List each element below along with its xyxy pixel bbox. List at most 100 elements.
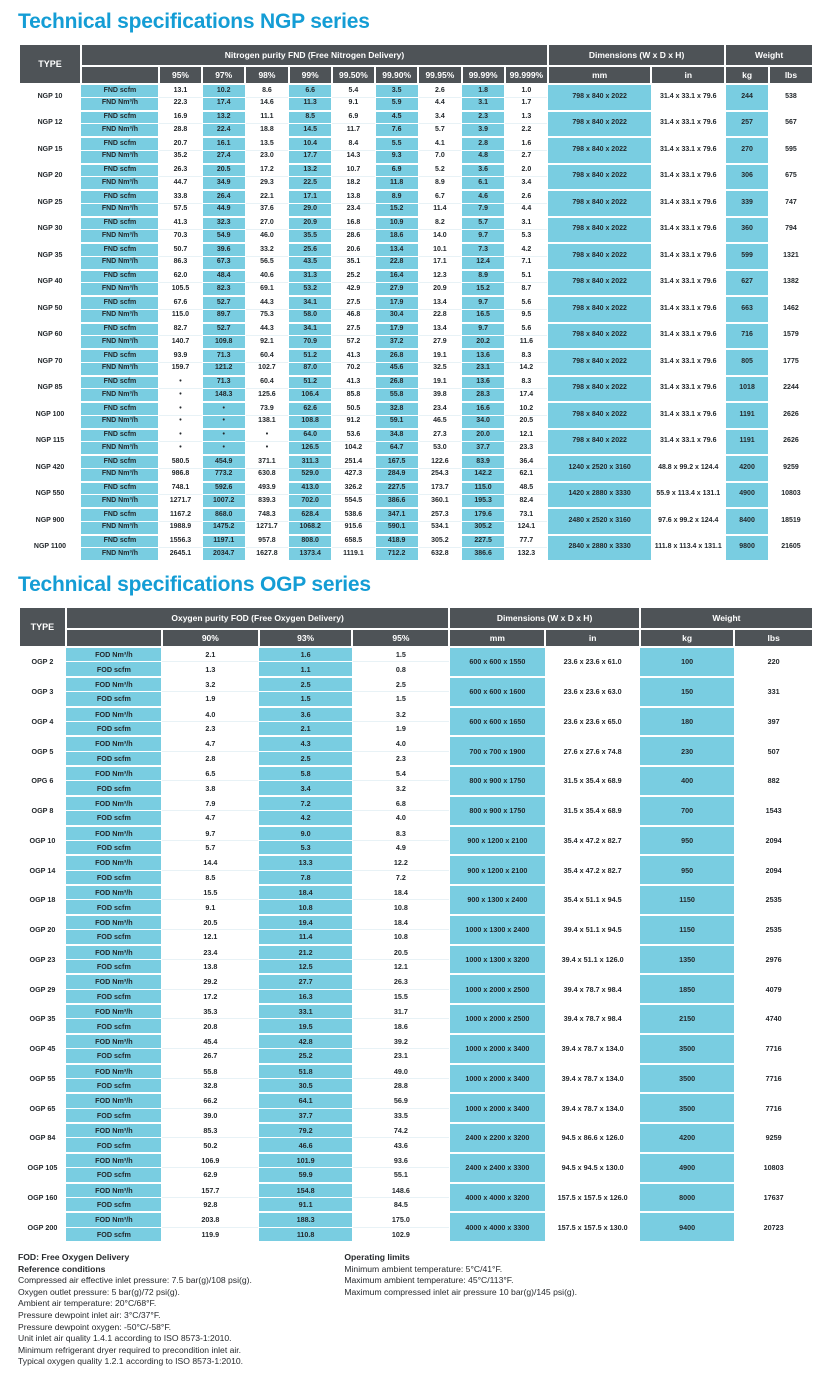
weight-lbs-cell: 747: [768, 189, 814, 217]
purity-value-cell: 1.9: [351, 720, 450, 737]
row-type-label: NGP 12: [18, 109, 82, 137]
dims-mm-cell: 800 x 900 x 1750: [448, 765, 546, 796]
weight-lbs-cell: 2094: [733, 854, 814, 885]
purity-value-cell: 10.4: [288, 135, 333, 151]
dims-mm-cell: 1000 x 2000 x 2500: [448, 973, 546, 1004]
weight-kg-cell: 180: [639, 705, 735, 737]
dims-in-cell: 35.4 x 47.2 x 82.7: [544, 824, 641, 856]
purity-value-cell: 1.0: [504, 82, 549, 98]
unit-label: FND scfm: [80, 506, 160, 522]
unit-label: FOD scfm: [65, 1077, 163, 1094]
weight-kg-cell: 716: [724, 321, 770, 349]
purity-value-cell: 2.1: [161, 646, 260, 662]
purity-value-cell: 7.8: [258, 869, 353, 885]
purity-value-cell: 15.2: [460, 282, 506, 296]
purity-value-cell: 534.1: [417, 520, 463, 535]
purity-value-cell: 592.6: [201, 480, 246, 495]
purity-value-cell: 41.3: [331, 347, 376, 363]
weight-lbs-cell: 2535: [733, 913, 814, 945]
weight-lbs-cell: 331: [733, 675, 814, 707]
unit-label: FND scfm: [80, 533, 160, 548]
purity-value-cell: 9.7: [161, 824, 260, 841]
purity-value-cell: 119.9: [161, 1226, 260, 1241]
purity-value-cell: 227.5: [460, 533, 506, 548]
row-type-label: NGP 85: [18, 374, 82, 402]
purity-value-cell: 22.3: [158, 96, 203, 111]
unit-label: FOD Nm³/h: [65, 1003, 163, 1019]
dims-mm-cell: 798 x 840 x 2022: [547, 83, 652, 111]
weight-kg-cell: 1150: [639, 913, 735, 945]
purity-value-cell: 27.4: [201, 149, 246, 164]
weight-kg-cell: 9800: [724, 533, 770, 560]
purity-value-cell: 43.5: [288, 255, 333, 270]
purity-value-cell: 86.3: [158, 255, 203, 270]
purity-value-cell: 4.6: [460, 188, 506, 204]
purity-value-cell: 37.2: [374, 335, 419, 349]
purity-col-header: 95%: [157, 65, 204, 85]
purity-value-cell: 748.3: [244, 506, 290, 522]
purity-value-cell: 868.0: [201, 506, 246, 522]
weight-lbs-cell: 675: [768, 162, 814, 190]
purity-value-cell: 23.0: [244, 149, 290, 164]
purity-value-cell: 1.7: [504, 96, 549, 111]
row-type-label: NGP 50: [18, 295, 82, 323]
row-type-label: OGP 84: [18, 1122, 67, 1153]
purity-value-cell: 371.1: [244, 453, 290, 469]
row-type-label: NGP 10: [18, 83, 82, 111]
reference-conditions-block: FOD: Free Oxygen Delivery Reference condi…: [18, 1252, 344, 1368]
purity-value-cell: 110.8: [258, 1226, 353, 1241]
purity-value-cell: 44.3: [244, 321, 290, 336]
purity-value-cell: 8.7: [504, 282, 549, 296]
purity-value-cell: 70.3: [158, 229, 203, 243]
purity-value-cell: 26.3: [351, 973, 450, 990]
purity-value-cell: 53.2: [288, 282, 333, 296]
purity-value-cell: 115.0: [460, 480, 506, 495]
purity-value-cell: 85.8: [331, 388, 376, 402]
purity-value-cell: 28.8: [351, 1077, 450, 1094]
unit-label: FOD Nm³/h: [65, 913, 163, 930]
purity-value-cell: 102.9: [351, 1226, 450, 1241]
purity-value-cell: 4.4: [417, 96, 463, 111]
purity-value-cell: 8.2: [417, 215, 463, 230]
purity-value-cell: 7.2: [258, 794, 353, 811]
weight-lbs-cell: 595: [768, 136, 814, 164]
weight-kg-cell: 950: [639, 824, 735, 856]
purity-col-header: 90%: [160, 628, 260, 648]
dims-mm-cell: 2400 x 2200 x 3200: [448, 1122, 546, 1153]
weight-kg-cell: 339: [724, 189, 770, 217]
row-type-label: OGP 160: [18, 1181, 67, 1213]
unit-label: FOD Nm³/h: [65, 943, 163, 960]
dims-mm-cell: 1000 x 1300 x 3200: [448, 943, 546, 975]
purity-value-cell: 46.6: [258, 1137, 353, 1153]
row-type-label: OGP 65: [18, 1092, 67, 1123]
purity-value-cell: 14.4: [161, 854, 260, 871]
dims-col-header: in: [544, 628, 641, 648]
purity-value-cell: 9.1: [331, 96, 376, 111]
purity-value-cell: 60.4: [244, 347, 290, 363]
weight-lbs-cell: 20723: [733, 1211, 814, 1241]
purity-value-cell: 2.8: [460, 135, 506, 151]
purity-value-cell: 915.6: [331, 520, 376, 535]
purity-value-cell: 347.1: [374, 506, 419, 522]
purity-value-cell: 3.6: [460, 162, 506, 177]
purity-value-cell: 20.7: [158, 135, 203, 151]
row-type-label: OGP 2: [18, 646, 67, 677]
purity-value-cell: 311.3: [288, 453, 333, 469]
purity-value-cell: •: [201, 414, 246, 429]
purity-value-cell: 35.2: [158, 149, 203, 164]
purity-value-cell: 3.2: [351, 705, 450, 722]
purity-value-cell: 54.9: [201, 229, 246, 243]
purity-value-cell: 66.2: [161, 1092, 260, 1109]
unit-label: FND Nm³/h: [80, 361, 160, 376]
purity-value-cell: 20.8: [161, 1018, 260, 1034]
purity-value-cell: 32.3: [201, 215, 246, 230]
purity-value-cell: 9.7: [460, 294, 506, 310]
unit-label: FND scfm: [80, 400, 160, 416]
purity-value-cell: 43.6: [351, 1137, 450, 1153]
purity-value-cell: 1.1: [258, 661, 353, 677]
purity-value-cell: 305.2: [460, 520, 506, 535]
row-type-label: NGP 15: [18, 136, 82, 164]
unit-label: FOD Nm³/h: [65, 1092, 163, 1109]
purity-value-cell: 27.3: [417, 427, 463, 442]
weight-kg-cell: 700: [639, 794, 735, 826]
